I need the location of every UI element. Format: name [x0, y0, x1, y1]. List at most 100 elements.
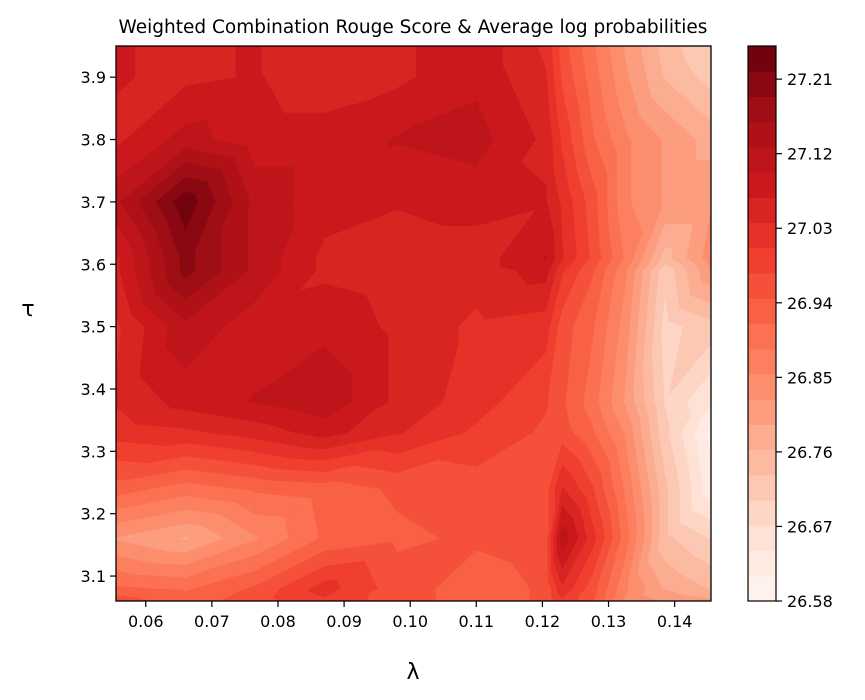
y-tick-label: 3.3	[81, 442, 106, 461]
contour-band	[116, 46, 136, 78]
colorbar-tick-label: 26.85	[787, 368, 833, 387]
chart-title: Weighted Combination Rouge Score & Avera…	[119, 17, 708, 38]
x-tick-label: 0.12	[525, 612, 561, 631]
x-axis-label: λ	[406, 660, 419, 685]
plot-frame	[115, 45, 712, 602]
contour-band	[545, 184, 547, 202]
contour-band	[476, 101, 489, 141]
contour-band	[116, 498, 173, 524]
contour-band	[415, 46, 477, 78]
colorbar-band	[748, 222, 776, 249]
contour-band	[624, 127, 628, 141]
contour-band	[185, 119, 208, 141]
contour-band	[254, 580, 266, 590]
contour-band	[624, 440, 632, 490]
x-tick-label: 0.11	[458, 612, 494, 631]
contour-band	[624, 405, 633, 434]
contour-band	[254, 46, 262, 78]
contour-band	[116, 440, 170, 464]
y-tick-label: 3.7	[81, 193, 106, 212]
contour-band	[591, 484, 594, 490]
colorbar-band	[748, 96, 776, 123]
colorbar-band	[748, 172, 776, 198]
contour-band	[415, 46, 477, 71]
colorbar-band	[748, 348, 776, 375]
colorbar-band	[748, 247, 776, 274]
contour-band	[561, 89, 570, 140]
contour-band	[664, 110, 678, 141]
contour-band	[185, 191, 195, 203]
contour-band	[561, 152, 569, 203]
contour-band	[664, 560, 680, 590]
colorbar-band	[748, 46, 776, 72]
contour-band	[185, 46, 237, 78]
colorbar: 26.58 26.67 26.76 26.85 26.94 27.03 27.12 27.21	[747, 45, 833, 611]
x-tick-label: 0.14	[657, 612, 693, 631]
contour-band	[254, 166, 295, 203]
contour-band	[591, 46, 599, 78]
contour-band	[545, 67, 547, 78]
colorbar-band	[748, 298, 776, 324]
contour-band	[116, 596, 137, 601]
x-tick-label: 0.10	[392, 612, 428, 631]
x-tick-label: 0.06	[128, 612, 164, 631]
x-tick-label: 0.09	[326, 612, 362, 631]
contour-band	[658, 487, 666, 539]
contour-band	[664, 589, 687, 601]
colorbar-band	[748, 474, 776, 501]
colorbar-band	[748, 121, 776, 148]
contour-band	[387, 325, 398, 402]
colorbar-tick-label: 26.94	[787, 294, 833, 313]
colorbar-band	[748, 323, 776, 350]
y-tick-label: 3.2	[81, 505, 106, 524]
x-axis: 0.06 0.07 0.08 0.09 0.10 0.11 0.12 0.13 0.14	[128, 601, 693, 631]
contour-band	[664, 46, 687, 78]
colorbar-band	[748, 424, 776, 451]
colorbar-band	[748, 373, 776, 400]
y-tick-label: 3.5	[81, 318, 106, 337]
y-tick-label: 3.4	[81, 380, 106, 399]
contour-band	[591, 521, 596, 540]
colorbar-band	[748, 273, 776, 299]
contour-band	[624, 500, 630, 540]
colorbar-band	[748, 146, 776, 173]
contour-band	[116, 585, 120, 589]
y-axis-label: τ	[21, 297, 34, 322]
y-tick-label: 3.8	[81, 131, 106, 150]
colorbar-tick-label: 26.58	[787, 592, 833, 611]
colorbar-band	[748, 449, 776, 476]
contour-band	[545, 253, 547, 259]
contour-band	[235, 46, 256, 78]
x-tick-label: 0.13	[591, 612, 627, 631]
contour-band	[591, 424, 594, 434]
contour-band	[660, 138, 666, 203]
colorbar-frame	[747, 45, 777, 602]
contour-band	[185, 257, 196, 271]
contour-band	[591, 123, 595, 140]
contour-band	[315, 257, 325, 271]
contour-band	[235, 46, 255, 55]
contour-band	[323, 46, 398, 78]
contour-band	[561, 46, 572, 78]
contour-band	[664, 407, 671, 434]
contour-band	[247, 257, 256, 271]
contour-band	[561, 240, 564, 259]
contour-band	[116, 432, 187, 447]
contour-band	[396, 46, 417, 78]
colorbar-tick-label: 26.76	[787, 443, 833, 462]
y-tick-label: 3.9	[81, 68, 106, 87]
contour-band	[323, 283, 367, 328]
y-tick-label: 3.1	[81, 567, 106, 586]
colorbar-band	[748, 550, 776, 577]
y-tick-label: 3.6	[81, 255, 106, 274]
colorbar-tick-label: 27.12	[787, 145, 833, 164]
contour-band	[116, 517, 146, 538]
contour-fill	[116, 46, 711, 601]
contour-band	[254, 384, 271, 403]
colorbar-tick-label: 26.67	[787, 517, 833, 536]
contour-band	[591, 179, 598, 203]
x-tick-label: 0.07	[194, 612, 230, 631]
contour-band	[247, 201, 256, 259]
contour-band	[323, 99, 371, 141]
y-axis: 3.1 3.2 3.3 3.4 3.5 3.6 3.7 3.8 3.9	[81, 68, 116, 586]
